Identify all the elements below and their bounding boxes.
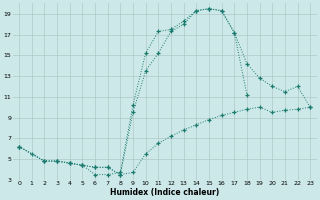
X-axis label: Humidex (Indice chaleur): Humidex (Indice chaleur) bbox=[110, 188, 219, 197]
